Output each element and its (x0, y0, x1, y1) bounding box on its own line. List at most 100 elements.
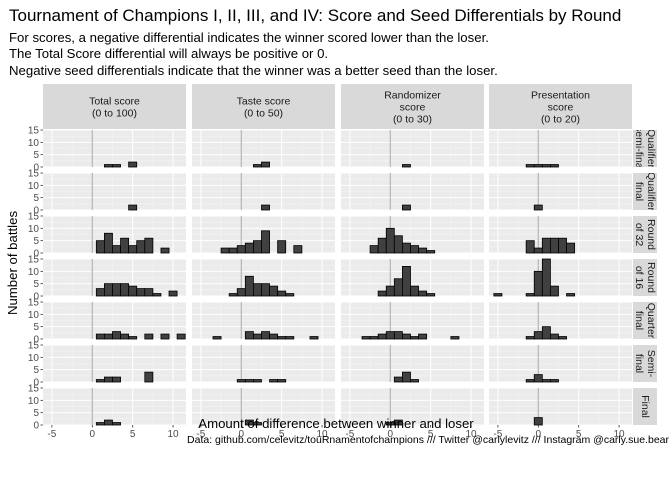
column-strip-label: (0 to 100) (92, 108, 137, 120)
histogram-bar (541, 379, 551, 383)
histogram-bar (385, 227, 395, 254)
histogram-bar (176, 333, 186, 340)
y-tick-label: 10 (28, 267, 40, 278)
histogram-bar (112, 164, 121, 168)
column-strip: Total score(0 to 100) (43, 84, 186, 129)
y-tick-label: 10 (28, 138, 40, 149)
row-strip-label: final (633, 311, 645, 330)
row-strip: Final (633, 388, 657, 425)
histogram-bar (128, 204, 138, 211)
row-strip-label: Qualifier (645, 129, 657, 169)
histogram-bar (533, 374, 543, 383)
row-strip-label: Round (645, 262, 657, 293)
histogram-bar (136, 288, 146, 297)
histogram-bar (253, 283, 262, 297)
x-tick-label: 5 (279, 429, 285, 440)
histogram-bar (533, 270, 543, 297)
facet-panel (489, 172, 632, 211)
histogram-bar (112, 376, 121, 383)
histogram-bar (450, 336, 460, 340)
facet-panel (192, 344, 335, 383)
y-tick-label: 0 (33, 206, 39, 217)
histogram-bar (410, 379, 419, 383)
histogram-bar (95, 422, 105, 426)
histogram-bar (128, 161, 138, 168)
histogram-bar (550, 285, 559, 297)
y-tick-label: 15 (28, 298, 40, 309)
column-strip-label: (0 to 50) (244, 108, 283, 120)
facet-panel (43, 387, 186, 426)
y-tick-label: 15 (28, 169, 40, 180)
histogram-bar (112, 283, 121, 297)
column-strip-label: (0 to 30) (393, 114, 432, 126)
histogram-bar (236, 379, 246, 383)
facet-panel (341, 258, 484, 297)
facet-panel (341, 344, 484, 383)
histogram-bar (525, 164, 535, 168)
x-tick-label: 0 (536, 429, 542, 440)
histogram-bar (244, 331, 254, 340)
column-strip-label: Total score (89, 96, 140, 108)
histogram-bar (377, 333, 387, 340)
column-strip-label: Presentation (531, 90, 590, 102)
histogram-bar (104, 419, 113, 426)
histogram-bar (269, 333, 279, 340)
histogram-bar (377, 290, 387, 297)
histogram-bar (525, 379, 535, 383)
row-strip: Semi-final (633, 345, 657, 382)
histogram-bar (541, 237, 551, 254)
facet-panel (43, 172, 186, 211)
histogram-bar (393, 331, 403, 340)
plot-area: Total score(0 to 100)Taste score(0 to 50… (28, 84, 657, 440)
histogram-bar (385, 285, 395, 297)
histogram-bar (144, 371, 154, 383)
histogram-bar (402, 371, 411, 383)
column-strip-label: Randomizer (384, 90, 441, 102)
histogram-bar (236, 245, 246, 254)
y-tick-label: 5 (33, 365, 39, 376)
histogram-bar (369, 245, 379, 254)
histogram-bar (95, 379, 105, 383)
histogram-bar (550, 333, 559, 340)
y-tick-label: 0 (33, 249, 39, 260)
histogram-bar (418, 247, 428, 254)
y-tick-label: 15 (28, 384, 40, 395)
histogram-bar (152, 293, 162, 297)
histogram-bar (95, 288, 105, 297)
facet-panel (192, 215, 335, 254)
histogram-bar (261, 331, 270, 340)
histogram-bar (285, 336, 295, 340)
histogram-bar (533, 331, 543, 340)
histogram-bar (277, 240, 287, 254)
histogram-bar (277, 290, 287, 297)
histogram-bar (104, 232, 113, 254)
histogram-bar (168, 290, 178, 297)
histogram-bar (253, 240, 262, 254)
histogram-bar (269, 379, 279, 383)
x-tick-label: 0 (90, 429, 96, 440)
facet-panel (489, 344, 632, 383)
y-tick-label: 0 (33, 335, 39, 346)
histogram-bar (550, 237, 559, 254)
facet-panel (341, 172, 484, 211)
histogram-bar (426, 293, 436, 297)
histogram-bar (533, 417, 543, 426)
facet-panel (192, 172, 335, 211)
y-tick-label: 0 (33, 163, 39, 174)
histogram-bar (385, 331, 395, 340)
histogram-bar (361, 336, 371, 340)
facet-panel (489, 258, 632, 297)
histogram-bar (160, 247, 170, 254)
subtitle-line-1: For scores, a negative differential indi… (9, 30, 489, 45)
y-tick-label: 15 (28, 341, 40, 352)
histogram-bar (402, 333, 411, 340)
histogram-bar (418, 290, 428, 297)
facet-panel (341, 129, 484, 168)
y-tick-label: 0 (33, 378, 39, 389)
histogram-bar (128, 336, 138, 340)
facet-panel (43, 301, 186, 340)
histogram-bar (426, 250, 436, 254)
row-strip-label: of 16 (633, 266, 645, 290)
